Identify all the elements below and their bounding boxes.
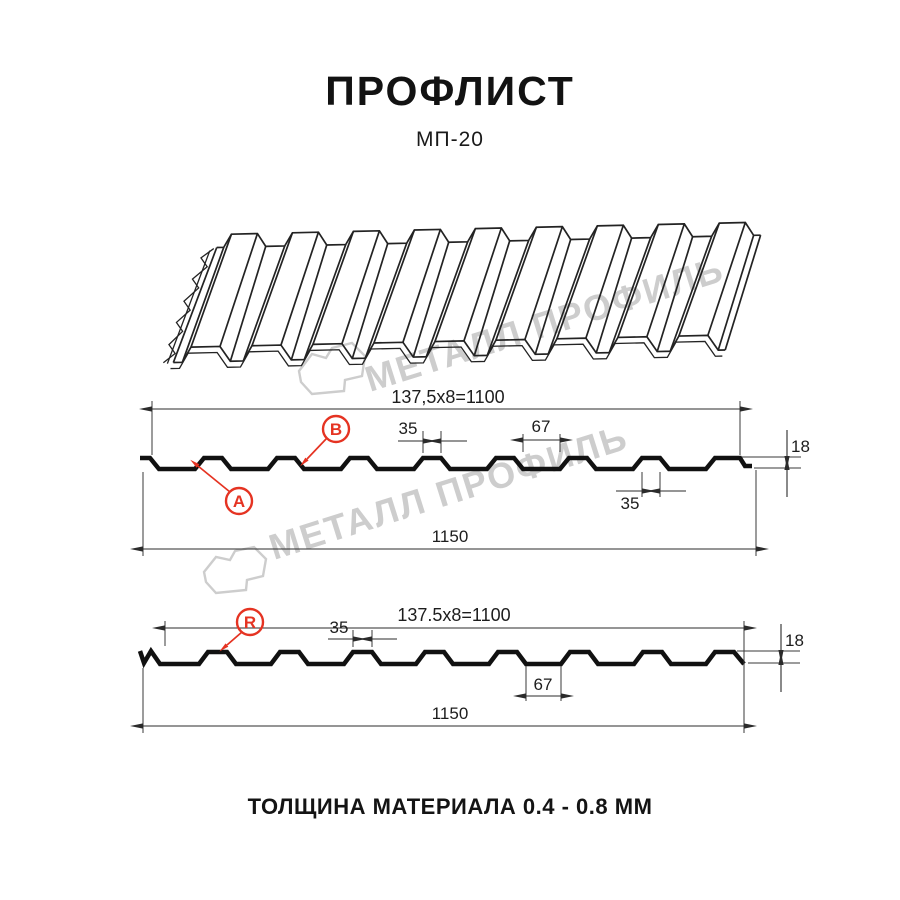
sketch-line [617, 224, 660, 338]
dim-working-width: 137.5x8=1100 [397, 605, 510, 625]
dim-working-width: 137,5x8=1100 [391, 387, 504, 407]
label-a: A [233, 492, 245, 511]
sketch-line [595, 237, 633, 354]
sketch-line [341, 230, 381, 344]
sketch-line [646, 223, 686, 338]
dim-height: 18 [785, 631, 804, 650]
dim-flat-width: 67 [534, 675, 553, 694]
page-subtitle: МП-20 [416, 128, 484, 151]
dim-flat-width: 67 [532, 417, 551, 436]
dim-rib-top-width: 35 [399, 419, 418, 438]
profile-section-line [137, 646, 746, 669]
sketch-line [351, 243, 389, 359]
3d-profile-sketch [162, 221, 762, 370]
sketch-line [425, 241, 469, 358]
footer-note: ТОЛЩИНА МАТЕРИАЛА 0.4 - 0.8 ММ [247, 794, 653, 819]
sketch-line [402, 229, 442, 343]
sketch-line [547, 238, 591, 355]
dim-overall-width: 1150 [432, 527, 469, 546]
sketch-line [585, 225, 625, 339]
metall-profil-logo-icon [202, 545, 268, 595]
metall-profil-logo-icon [297, 341, 367, 396]
sketch-line [556, 225, 599, 340]
sketch-line [707, 222, 747, 336]
sketch-line [251, 232, 294, 347]
dim-height: 18 [791, 437, 810, 456]
sketch-line [486, 240, 530, 356]
dim-overall-width: 1150 [432, 704, 469, 723]
profile-diagram-top: 137,5x8=1100 1150 35 67 35 [130, 387, 810, 556]
sketch-line [656, 236, 694, 352]
sketch-line [473, 240, 511, 356]
page-title: ПРОФЛИСТ [325, 68, 575, 114]
sketch-line [216, 221, 761, 249]
profile-section-line [140, 455, 752, 472]
dim-rib-top-width: 35 [330, 618, 349, 637]
sketch-line [608, 237, 652, 353]
sketch-line [669, 235, 713, 352]
sketch-line [181, 247, 225, 363]
sketch-line [364, 242, 408, 359]
sketch-line [463, 227, 503, 342]
sketch-line [373, 229, 416, 344]
sketch-line [495, 226, 538, 341]
sketch-line [219, 233, 259, 347]
sketch-line [524, 226, 564, 340]
dim-rib-bottom-width: 35 [621, 494, 640, 513]
sketch-line [412, 241, 450, 358]
sketch-line [190, 233, 233, 348]
sketch-line [162, 248, 215, 364]
sketch-line [242, 245, 286, 362]
sketch-line [290, 244, 328, 361]
sketch-line [173, 334, 726, 364]
sketch-line [280, 231, 320, 346]
sketch-line [534, 239, 572, 355]
watermark-2: МЕТАЛЛ ПРОФИЛЬ [202, 416, 633, 595]
sketch-line [678, 222, 721, 337]
sketch-line [229, 246, 267, 362]
sketch-line [312, 231, 355, 345]
profile-diagram-bottom: 137.5x8=1100 1150 35 67 18 R [130, 605, 804, 733]
sketch-line [717, 235, 755, 351]
sketch-line [724, 234, 762, 351]
label-b: B [330, 420, 342, 439]
sketch-line [434, 228, 477, 342]
sketch-line [170, 340, 723, 370]
label-r: R [244, 613, 256, 632]
sketch-line [172, 247, 218, 363]
sketch-line [303, 244, 347, 360]
